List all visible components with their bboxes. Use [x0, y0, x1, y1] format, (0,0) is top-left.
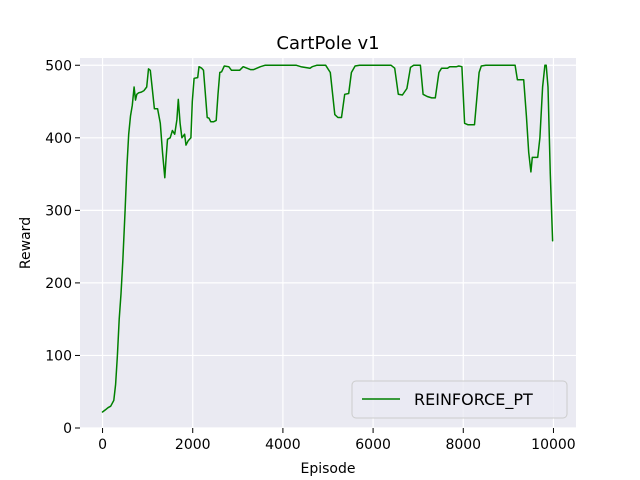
y-axis-label: Reward: [18, 217, 34, 269]
x-tick-label: 4000: [265, 437, 301, 453]
plot-area: [80, 58, 576, 428]
series-layer: [101, 64, 554, 413]
x-tick-label: 8000: [445, 437, 481, 453]
grid: [80, 58, 576, 429]
y-tick-label: 100: [45, 348, 72, 364]
y-tick-label: 400: [45, 131, 72, 147]
y-tick-label: 300: [45, 203, 72, 219]
x-tick-label: 0: [98, 437, 107, 453]
series-line-reinforce-pt: [101, 64, 554, 413]
y-tick-label: 0: [63, 421, 72, 437]
legend-label-reinforce-pt: REINFORCE_PT: [414, 390, 533, 410]
legend-box: [351, 380, 568, 419]
y-tick-label: 200: [45, 276, 72, 292]
legend: REINFORCE_PT: [351, 380, 568, 419]
x-tick-label: 2000: [175, 437, 211, 453]
y-tick-label: 500: [45, 58, 72, 74]
x-axis-ticks: 0 2000 4000 6000 8000 10000: [98, 428, 576, 453]
x-axis-label: Episode: [301, 461, 356, 477]
chart-title: CartPole v1: [276, 33, 379, 54]
x-tick-label: 10000: [531, 437, 576, 453]
y-axis-ticks: 0 100 200 300 400 500: [45, 58, 80, 437]
x-tick-label: 6000: [355, 437, 391, 453]
